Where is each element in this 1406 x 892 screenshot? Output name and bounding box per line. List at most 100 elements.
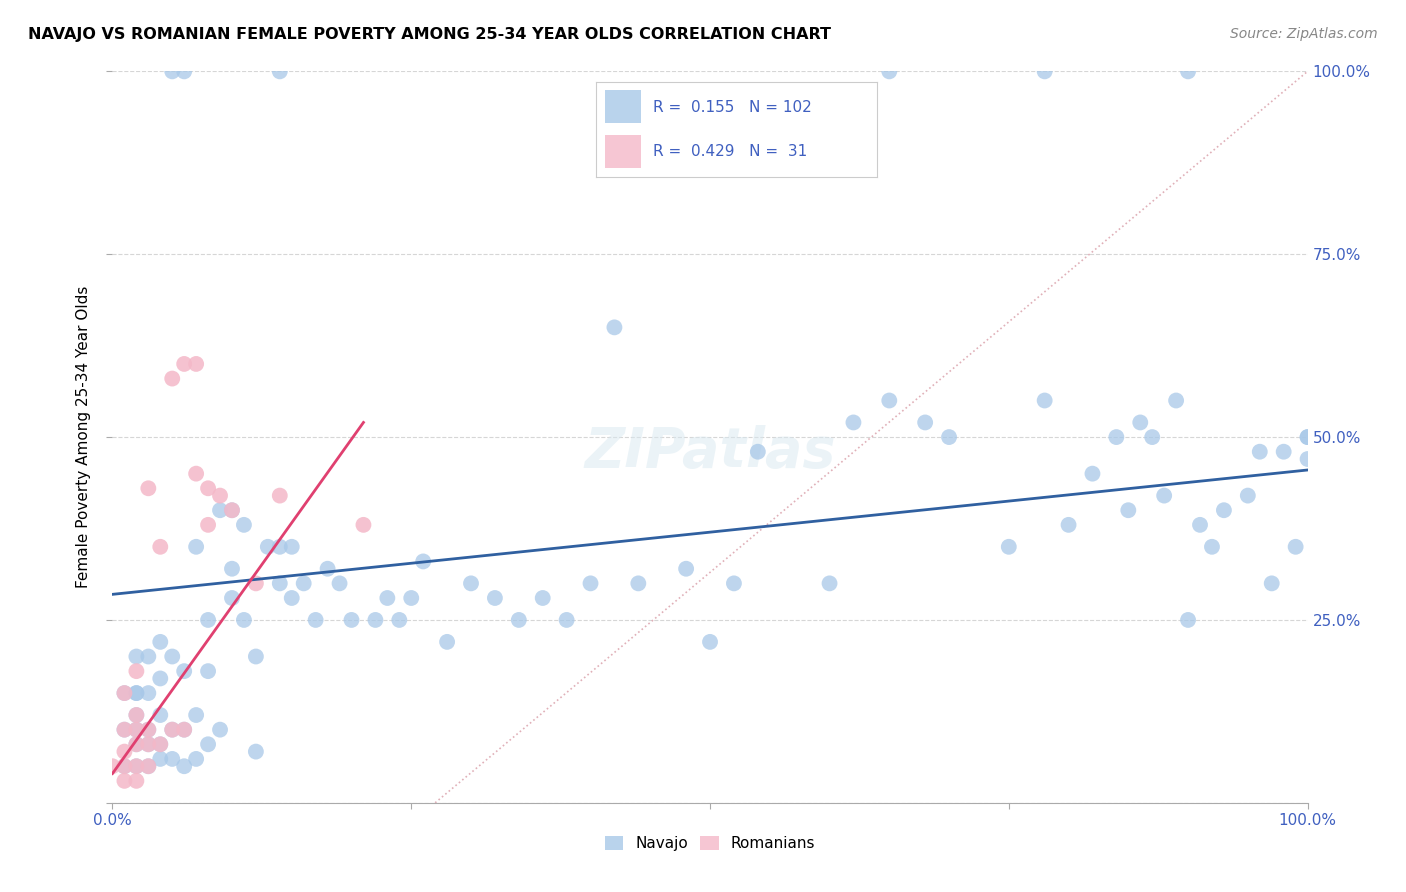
Point xyxy=(114,773,135,788)
Point xyxy=(1213,503,1236,517)
Point xyxy=(114,686,135,700)
Point xyxy=(197,613,219,627)
Point xyxy=(114,723,135,737)
Point xyxy=(245,649,267,664)
Point xyxy=(138,759,160,773)
Point xyxy=(460,576,482,591)
Point xyxy=(221,503,243,517)
Point xyxy=(149,752,172,766)
Point xyxy=(675,562,697,576)
Point xyxy=(209,723,232,737)
Point xyxy=(209,503,232,517)
Point xyxy=(173,664,195,678)
Point xyxy=(162,64,183,78)
Point xyxy=(352,517,374,532)
Point xyxy=(281,591,304,605)
Point xyxy=(257,540,280,554)
Point xyxy=(125,649,148,664)
Point xyxy=(316,562,339,576)
Point xyxy=(1201,540,1223,554)
Point xyxy=(233,517,256,532)
Point xyxy=(221,503,243,517)
Point xyxy=(747,444,769,458)
Point xyxy=(125,708,148,723)
Point xyxy=(879,64,901,78)
Point xyxy=(125,664,148,678)
Point xyxy=(162,723,183,737)
Point xyxy=(1081,467,1104,481)
Point xyxy=(1296,452,1319,467)
Point xyxy=(221,591,243,605)
Point xyxy=(388,613,411,627)
Point xyxy=(138,481,160,495)
Point xyxy=(114,759,135,773)
Point xyxy=(149,708,172,723)
Text: NAVAJO VS ROMANIAN FEMALE POVERTY AMONG 25-34 YEAR OLDS CORRELATION CHART: NAVAJO VS ROMANIAN FEMALE POVERTY AMONG … xyxy=(28,27,831,42)
Point xyxy=(555,613,578,627)
Point xyxy=(233,613,256,627)
Point xyxy=(125,686,148,700)
Point xyxy=(723,576,745,591)
Point xyxy=(245,745,267,759)
Point xyxy=(269,540,291,554)
Point xyxy=(579,576,602,591)
Point xyxy=(292,576,315,591)
Point xyxy=(1285,540,1308,554)
Point xyxy=(627,576,650,591)
Point xyxy=(125,708,148,723)
Point xyxy=(1249,444,1271,458)
Point xyxy=(1057,517,1080,532)
Point xyxy=(197,737,219,751)
Point xyxy=(305,613,328,627)
Point xyxy=(1296,430,1319,444)
Point xyxy=(173,723,195,737)
Point xyxy=(1237,489,1260,503)
Point xyxy=(173,723,195,737)
Point xyxy=(1177,64,1199,78)
Point xyxy=(114,745,135,759)
Point xyxy=(173,759,195,773)
Point xyxy=(125,759,148,773)
Point xyxy=(842,416,865,430)
Point xyxy=(114,723,135,737)
Point xyxy=(186,752,208,766)
Point xyxy=(269,576,291,591)
Point xyxy=(938,430,960,444)
Point xyxy=(149,672,172,686)
Point xyxy=(138,723,160,737)
Point xyxy=(1189,517,1212,532)
Point xyxy=(186,467,208,481)
Point xyxy=(138,723,160,737)
Text: Source: ZipAtlas.com: Source: ZipAtlas.com xyxy=(1230,27,1378,41)
Point xyxy=(281,540,304,554)
Point xyxy=(879,393,901,408)
Point xyxy=(149,737,172,751)
Point xyxy=(138,737,160,751)
Text: ZIPatlas: ZIPatlas xyxy=(585,425,835,479)
Point xyxy=(138,759,160,773)
Point xyxy=(1177,613,1199,627)
Point xyxy=(173,64,195,78)
Point xyxy=(138,686,160,700)
Point xyxy=(125,686,148,700)
Point xyxy=(1153,489,1175,503)
Point xyxy=(1033,64,1056,78)
Point xyxy=(162,752,183,766)
Point xyxy=(162,649,183,664)
Point xyxy=(377,591,399,605)
Point xyxy=(1129,416,1152,430)
Point xyxy=(1118,503,1140,517)
Point xyxy=(1272,444,1295,458)
Point xyxy=(197,481,219,495)
Point xyxy=(186,357,208,371)
Point xyxy=(186,540,208,554)
Point xyxy=(125,759,148,773)
Point xyxy=(209,489,232,503)
Point xyxy=(162,371,183,385)
Point xyxy=(998,540,1021,554)
Point xyxy=(114,759,135,773)
Point xyxy=(1261,576,1284,591)
Point xyxy=(699,635,721,649)
Point xyxy=(508,613,530,627)
Point xyxy=(364,613,387,627)
